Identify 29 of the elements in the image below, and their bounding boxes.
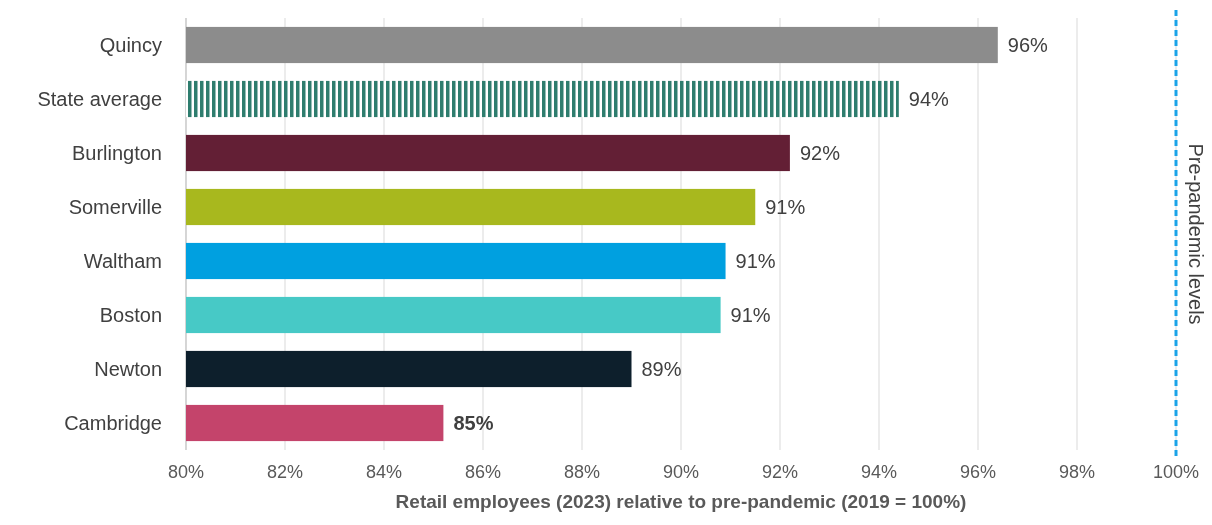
- x-tick-label: 90%: [662, 462, 700, 482]
- y-tick-label: Quincy: [99, 34, 162, 56]
- x-tick-label: 84%: [365, 462, 403, 482]
- x-tick-label: 98%: [1058, 462, 1096, 482]
- y-tick-label: State average: [37, 88, 162, 110]
- x-tick-label: 82%: [266, 462, 304, 482]
- x-tick-label: 80%: [167, 462, 205, 482]
- ref-line-label: Pre-pandemic levels: [1185, 143, 1207, 325]
- x-tick-label: 94%: [860, 462, 898, 482]
- y-tick-label: Waltham: [83, 250, 162, 272]
- data-label: 94%: [908, 88, 950, 110]
- data-label: 89%: [641, 358, 682, 380]
- data-label: 96%: [1007, 34, 1049, 56]
- data-label: 91%: [765, 196, 806, 218]
- data-label: 85%: [453, 412, 494, 434]
- y-tick-label: Cambridge: [64, 412, 162, 434]
- x-tick-label: 96%: [959, 462, 997, 482]
- data-label: 91%: [735, 250, 776, 272]
- y-tick-label: Somerville: [68, 196, 162, 218]
- x-tick-label: 88%: [563, 462, 601, 482]
- x-axis-title: Retail employees (2023) relative to pre-pandemic (2019 = 100%): [395, 491, 967, 512]
- data-label: 92%: [799, 142, 841, 164]
- y-tick-label: Burlington: [71, 142, 162, 164]
- data-label: 91%: [730, 304, 771, 326]
- x-tick-label: 92%: [761, 462, 799, 482]
- x-tick-label: 86%: [464, 462, 502, 482]
- x-tick-label: 100%: [1152, 462, 1200, 482]
- y-tick-label: Boston: [99, 304, 162, 326]
- y-tick-label: Newton: [94, 358, 162, 380]
